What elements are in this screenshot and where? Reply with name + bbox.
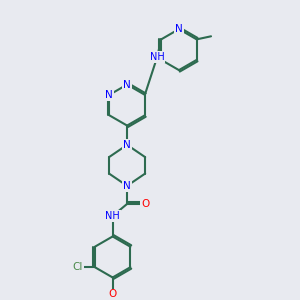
Text: N: N xyxy=(106,90,113,100)
Text: NH: NH xyxy=(150,52,165,62)
Text: NH: NH xyxy=(105,211,120,221)
Text: O: O xyxy=(141,199,149,209)
Text: N: N xyxy=(123,140,131,150)
Text: N: N xyxy=(123,181,131,191)
Text: O: O xyxy=(109,289,117,299)
Text: Cl: Cl xyxy=(72,262,83,272)
Text: N: N xyxy=(123,80,131,90)
Text: N: N xyxy=(175,24,183,34)
